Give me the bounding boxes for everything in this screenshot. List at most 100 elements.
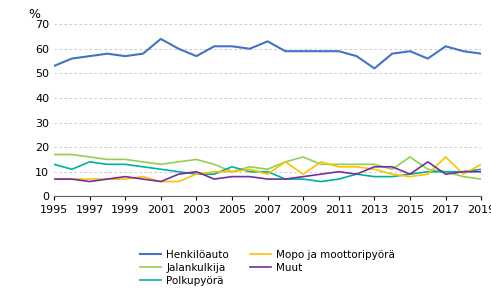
Polkupyörä [318,180,324,183]
Henkilöauto [158,37,164,41]
Jalankulkija [122,158,128,161]
Jalankulkija [407,155,413,159]
Muut [51,177,57,181]
Henkilöauto [389,52,395,56]
Line: Muut: Muut [54,162,481,182]
Jalankulkija [442,170,448,174]
Henkilöauto [354,54,359,58]
Polkupyörä [140,165,146,169]
Polkupyörä [247,170,253,174]
Polkupyörä [211,172,217,176]
Mopo ja moottoripyörä [371,167,377,171]
Mopo ja moottoripyörä [105,177,110,181]
Henkilöauto [371,67,377,70]
Jalankulkija [158,162,164,166]
Jalankulkija [105,158,110,161]
Jalankulkija [193,158,199,161]
Henkilöauto [122,54,128,58]
Jalankulkija [229,170,235,174]
Mopo ja moottoripyörä [407,175,413,178]
Mopo ja moottoripyörä [51,177,57,181]
Polkupyörä [354,172,359,176]
Polkupyörä [461,170,466,174]
Henkilöauto [282,50,288,53]
Mopo ja moottoripyörä [300,172,306,176]
Mopo ja moottoripyörä [247,167,253,171]
Henkilöauto [336,50,342,53]
Polkupyörä [282,177,288,181]
Polkupyörä [122,162,128,166]
Henkilöauto [407,50,413,53]
Mopo ja moottoripyörä [336,165,342,169]
Henkilöauto [247,47,253,50]
Henkilöauto [229,44,235,48]
Jalankulkija [265,167,271,171]
Henkilöauto [211,44,217,48]
Jalankulkija [282,160,288,164]
Muut [69,177,75,181]
Jalankulkija [371,162,377,166]
Mopo ja moottoripyörä [69,177,75,181]
Jalankulkija [211,162,217,166]
Muut [211,177,217,181]
Muut [300,175,306,178]
Jalankulkija [336,162,342,166]
Polkupyörä [229,165,235,169]
Polkupyörä [389,175,395,178]
Henkilöauto [442,44,448,48]
Muut [336,170,342,174]
Muut [318,172,324,176]
Line: Polkupyörä: Polkupyörä [54,162,481,182]
Mopo ja moottoripyörä [478,162,484,166]
Mopo ja moottoripyörä [265,172,271,176]
Muut [407,172,413,176]
Muut [122,175,128,178]
Polkupyörä [193,172,199,176]
Muut [354,172,359,176]
Mopo ja moottoripyörä [229,170,235,174]
Henkilöauto [140,52,146,56]
Polkupyörä [86,160,92,164]
Muut [442,172,448,176]
Muut [265,177,271,181]
Muut [86,180,92,183]
Jalankulkija [51,153,57,156]
Muut [229,175,235,178]
Jalankulkija [86,155,92,159]
Muut [158,180,164,183]
Mopo ja moottoripyörä [461,172,466,176]
Jalankulkija [478,177,484,181]
Muut [389,165,395,169]
Muut [105,177,110,181]
Mopo ja moottoripyörä [122,177,128,181]
Muut [478,170,484,174]
Mopo ja moottoripyörä [176,180,182,183]
Muut [176,172,182,176]
Text: %: % [28,8,40,21]
Henkilöauto [69,57,75,60]
Muut [140,177,146,181]
Muut [425,160,431,164]
Polkupyörä [51,162,57,166]
Jalankulkija [247,165,253,169]
Line: Jalankulkija: Jalankulkija [54,155,481,179]
Mopo ja moottoripyörä [86,177,92,181]
Jalankulkija [354,162,359,166]
Muut [371,165,377,169]
Jalankulkija [425,167,431,171]
Line: Mopo ja moottoripyörä: Mopo ja moottoripyörä [54,157,481,182]
Henkilöauto [176,47,182,50]
Mopo ja moottoripyörä [140,175,146,178]
Polkupyörä [425,170,431,174]
Henkilöauto [51,64,57,68]
Polkupyörä [176,170,182,174]
Henkilöauto [86,54,92,58]
Henkilöauto [265,40,271,43]
Polkupyörä [158,167,164,171]
Mopo ja moottoripyörä [318,160,324,164]
Henkilöauto [105,52,110,56]
Mopo ja moottoripyörä [354,165,359,169]
Jalankulkija [300,155,306,159]
Jalankulkija [69,153,75,156]
Henkilöauto [193,54,199,58]
